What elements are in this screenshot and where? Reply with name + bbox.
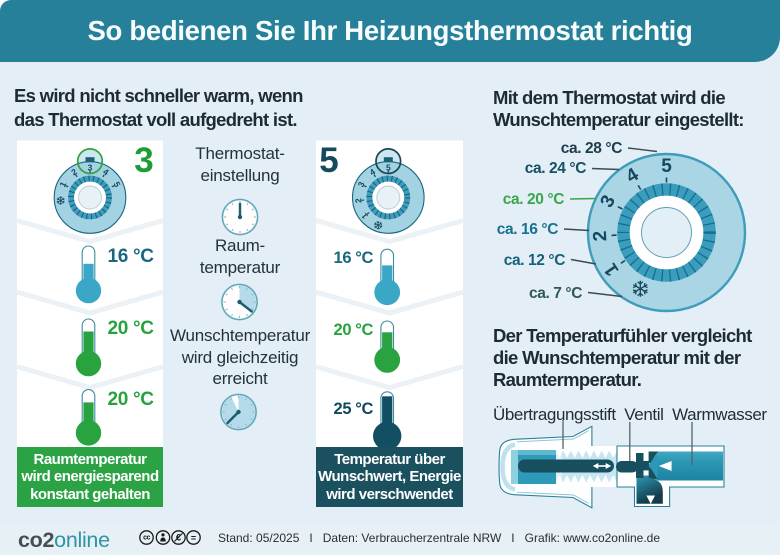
- svg-text:4: 4: [101, 166, 111, 177]
- svg-text:1: 1: [57, 180, 68, 189]
- svg-text:=: =: [191, 533, 196, 543]
- svg-text:€: €: [176, 533, 182, 544]
- svg-text:5: 5: [112, 180, 123, 189]
- svg-text:2: 2: [69, 166, 79, 177]
- svg-text:2: 2: [590, 230, 612, 242]
- svg-text:3: 3: [356, 180, 367, 189]
- svg-text:cc: cc: [143, 535, 150, 542]
- svg-text:2: 2: [353, 198, 363, 204]
- svg-text:5: 5: [386, 162, 391, 172]
- svg-text:1: 1: [359, 211, 370, 221]
- svg-text:4: 4: [368, 166, 378, 177]
- svg-text:5: 5: [661, 156, 672, 177]
- svg-text:3: 3: [88, 162, 93, 172]
